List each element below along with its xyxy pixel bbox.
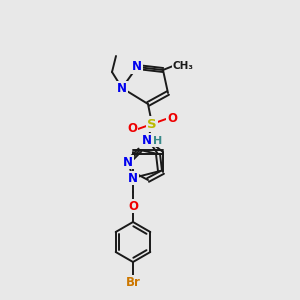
Text: N: N — [142, 134, 152, 146]
Text: N: N — [128, 172, 138, 184]
Text: N: N — [132, 61, 142, 74]
Text: O: O — [128, 200, 138, 212]
Text: CH₃: CH₃ — [172, 61, 194, 71]
Text: H: H — [153, 136, 163, 146]
Text: S: S — [147, 118, 157, 130]
Text: O: O — [127, 122, 137, 136]
Text: N: N — [123, 155, 133, 169]
Text: O: O — [167, 112, 177, 125]
Text: Br: Br — [126, 275, 140, 289]
Text: N: N — [117, 82, 127, 94]
